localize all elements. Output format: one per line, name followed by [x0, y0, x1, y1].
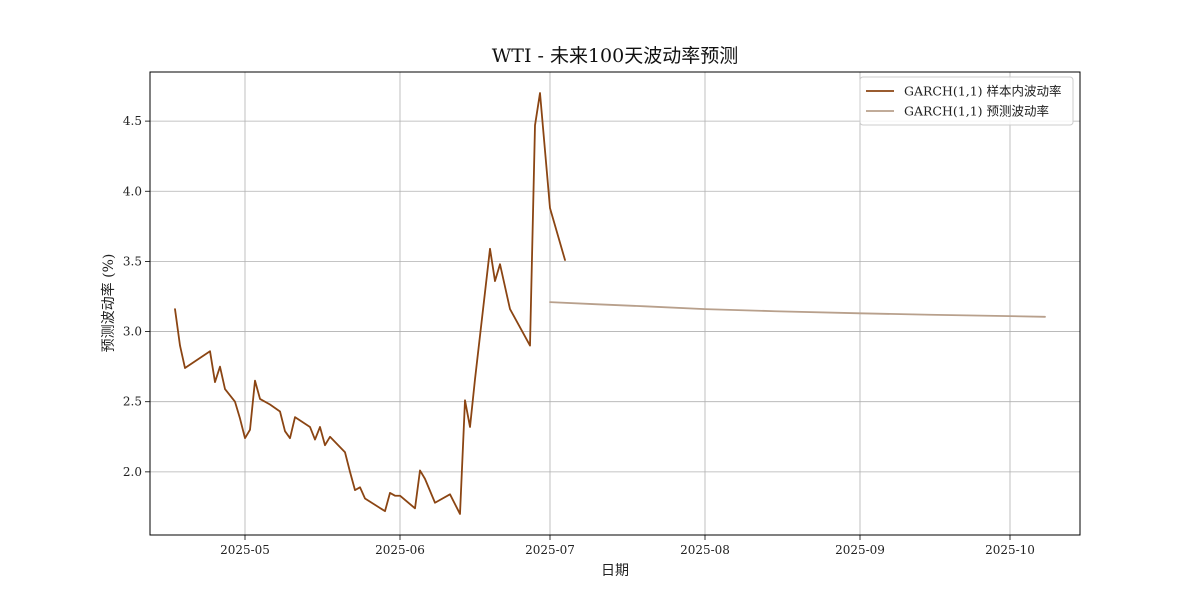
x-tick-label: 2025-05	[220, 543, 270, 557]
x-axis-title: 日期	[601, 563, 629, 579]
y-tick-label: 4.5	[123, 114, 142, 128]
in-sample-volatility-line	[174, 92, 566, 515]
x-tick-label: 2025-06	[375, 543, 425, 557]
chart-title: WTI - 未来100天波动率预测	[492, 45, 738, 67]
y-axis-title: 预测波动率 (%)	[100, 254, 117, 353]
forecast-volatility-line	[549, 301, 1046, 318]
legend-label: GARCH(1,1) 样本内波动率	[904, 84, 1062, 99]
y-tick-label: 2.0	[123, 465, 142, 479]
x-tick-label: 2025-09	[835, 543, 885, 557]
grid-lines	[150, 72, 1080, 535]
axis-ticks: 2025-05 2025-06 2025-07 2025-08 2025-09 2025-…	[123, 114, 1035, 557]
y-tick-label: 2.5	[123, 395, 142, 409]
legend: GARCH(1,1) 样本内波动率 GARCH(1,1) 预测波动率	[859, 76, 1074, 126]
plot-frame	[149, 71, 1081, 536]
y-tick-label: 3.0	[123, 325, 142, 339]
legend-box	[859, 76, 1074, 126]
legend-label: GARCH(1,1) 预测波动率	[904, 104, 1049, 119]
x-tick-label: 2025-07	[525, 543, 575, 557]
x-tick-label: 2025-08	[680, 543, 730, 557]
y-tick-label: 3.5	[123, 254, 142, 268]
y-tick-label: 4.0	[123, 184, 142, 198]
plot-series	[174, 92, 1046, 515]
x-tick-label: 2025-10	[985, 543, 1035, 557]
